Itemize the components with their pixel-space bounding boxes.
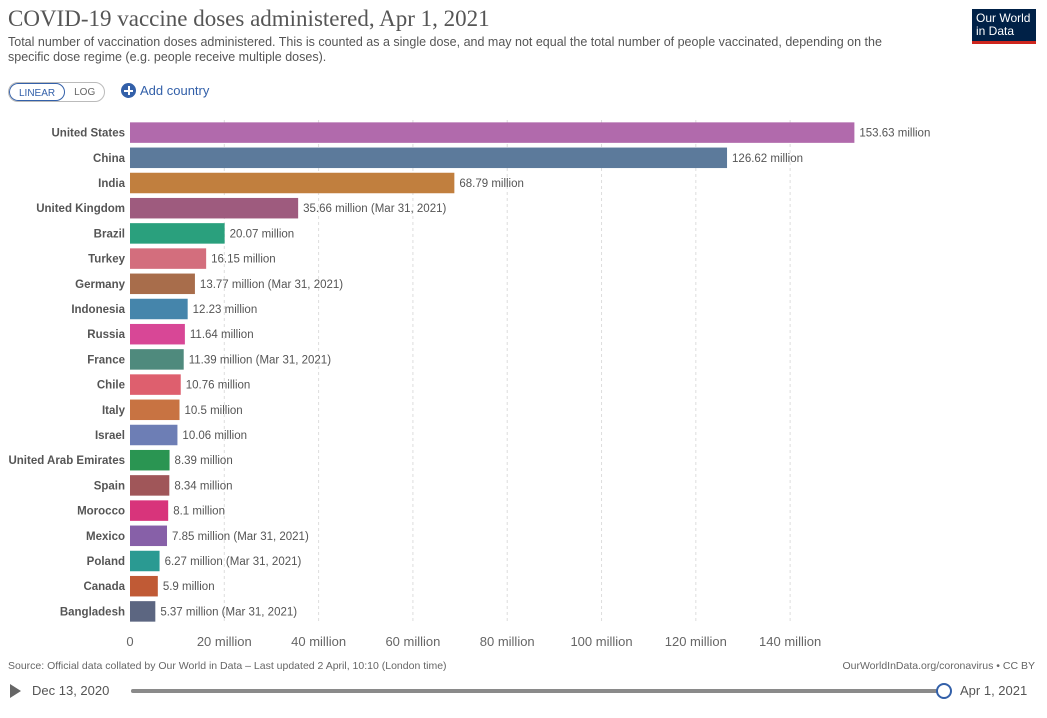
value-label: 6.27 million (Mar 31, 2021): [165, 556, 302, 568]
value-label: 5.9 million: [163, 581, 215, 593]
timeline-track[interactable]: [131, 683, 952, 699]
category-label: Spain: [94, 480, 125, 492]
scale-log-button[interactable]: LOG: [74, 87, 96, 98]
value-label: 126.62 million: [732, 153, 803, 165]
category-label: Turkey: [88, 254, 125, 266]
bar[interactable]: [130, 374, 181, 395]
category-label: Mexico: [86, 531, 125, 543]
logo-line-2: in Data: [976, 24, 1015, 38]
bar[interactable]: [130, 197, 299, 219]
chart-title: COVID-19 vaccine doses administered, Apr…: [8, 6, 490, 31]
value-label: 8.34 million: [174, 480, 232, 492]
bar[interactable]: [130, 399, 180, 421]
scale-toggle: LINEAR LOG: [8, 82, 106, 102]
value-label: 10.5 million: [185, 405, 243, 417]
category-label: United States: [52, 128, 126, 140]
x-tick-label: 0: [126, 634, 133, 649]
category-label: Germany: [75, 279, 125, 291]
bar[interactable]: [130, 349, 184, 370]
timeline-start-label: Dec 13, 2020: [32, 683, 110, 698]
bar[interactable]: [130, 273, 195, 295]
x-tick-label: 120 million: [665, 634, 727, 649]
timeline-handle[interactable]: [936, 683, 952, 699]
credit-link[interactable]: OurWorldInData.org/coronavirus • CC BY: [842, 660, 1035, 672]
value-label: 10.76 million: [186, 380, 251, 392]
category-label: China: [93, 153, 126, 165]
value-label: 11.64 million: [190, 329, 254, 341]
bar[interactable]: [130, 298, 188, 320]
timeline-end-label: Apr 1, 2021: [960, 683, 1028, 698]
value-label: 35.66 million (Mar 31, 2021): [303, 203, 446, 215]
logo-line-1: Our World: [976, 11, 1031, 25]
x-tick-label: 20 million: [197, 634, 252, 649]
bar-chart: United States 153.63 million China 126.62 m…: [8, 120, 930, 649]
source-note: Source: Official data collated by Our Wo…: [8, 660, 447, 672]
category-label: France: [87, 354, 125, 366]
scale-linear-button[interactable]: LINEAR: [9, 83, 66, 101]
value-label: 8.39 million: [175, 455, 233, 467]
chart-subtitle: Total number of vaccination doses admini…: [8, 35, 882, 64]
plus-circle-icon: [121, 83, 136, 98]
value-label: 68.79 million: [459, 178, 524, 190]
bar[interactable]: [130, 525, 168, 547]
value-label: 153.63 million: [859, 128, 930, 140]
category-label: Bangladesh: [60, 606, 125, 618]
add-country-label: Add country: [140, 83, 210, 98]
category-label: Morocco: [77, 506, 125, 518]
owid-logo[interactable]: Our World in Data: [972, 9, 1036, 44]
x-tick-label: 40 million: [291, 634, 346, 649]
bar[interactable]: [130, 323, 185, 345]
x-tick-label: 100 million: [570, 634, 632, 649]
x-tick-label: 140 million: [759, 634, 821, 649]
timeline: Dec 13, 2020 Apr 1, 2021: [0, 680, 1047, 704]
category-label: Indonesia: [71, 304, 125, 316]
value-label: 10.06 million: [182, 430, 247, 442]
bar[interactable]: [130, 223, 225, 244]
category-label: India: [98, 178, 125, 190]
category-label: Poland: [87, 556, 125, 568]
category-label: Italy: [102, 405, 126, 417]
bar[interactable]: [130, 122, 855, 143]
x-tick-label: 80 million: [480, 634, 535, 649]
bar[interactable]: [130, 500, 169, 521]
value-label: 20.07 million: [230, 228, 295, 240]
play-icon[interactable]: [10, 684, 21, 698]
category-label: Canada: [83, 581, 125, 593]
value-label: 5.37 million (Mar 31, 2021): [160, 606, 297, 618]
bar[interactable]: [130, 475, 170, 496]
add-country-button[interactable]: Add country: [121, 83, 209, 98]
bar[interactable]: [130, 550, 160, 572]
category-label: United Arab Emirates: [8, 455, 125, 467]
value-label: 11.39 million (Mar 31, 2021): [189, 354, 331, 366]
bar[interactable]: [130, 172, 455, 194]
bar[interactable]: [130, 248, 207, 269]
value-label: 12.23 million: [193, 304, 258, 316]
value-label: 16.15 million: [211, 254, 276, 266]
bar[interactable]: [130, 449, 170, 471]
category-label: United Kingdom: [36, 203, 125, 215]
category-label: Brazil: [94, 228, 125, 240]
bar[interactable]: [130, 147, 728, 169]
value-label: 13.77 million (Mar 31, 2021): [200, 279, 343, 291]
value-label: 8.1 million: [173, 506, 225, 518]
value-label: 7.85 million (Mar 31, 2021): [172, 531, 309, 543]
bar[interactable]: [130, 601, 156, 622]
category-label: Israel: [95, 430, 125, 442]
bar[interactable]: [130, 424, 178, 446]
timeline-fill: [131, 689, 944, 693]
category-label: Russia: [87, 329, 125, 341]
category-label: Chile: [97, 380, 125, 392]
x-tick-label: 60 million: [385, 634, 440, 649]
bar[interactable]: [130, 575, 158, 597]
